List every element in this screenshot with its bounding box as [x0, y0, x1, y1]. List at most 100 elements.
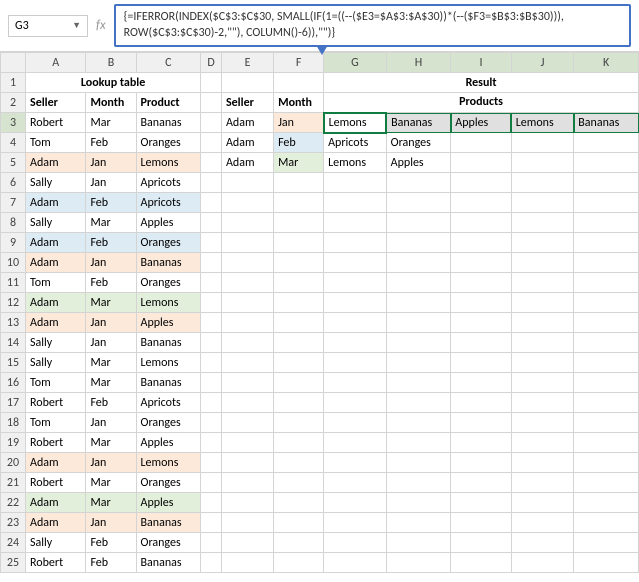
- cell-g20[interactable]: [324, 453, 387, 473]
- cell-d18[interactable]: [201, 413, 222, 433]
- cell-e10[interactable]: [221, 253, 273, 273]
- cell-h17[interactable]: [386, 393, 451, 413]
- cell-b9[interactable]: Feb: [86, 233, 136, 253]
- row-header-7[interactable]: 7: [1, 193, 26, 213]
- row-header-24[interactable]: 24: [1, 533, 26, 553]
- cell-g19[interactable]: [324, 433, 387, 453]
- row-header-4[interactable]: 4: [1, 133, 26, 153]
- cell-b21[interactable]: Mar: [86, 473, 136, 493]
- row-header-21[interactable]: 21: [1, 473, 26, 493]
- cell-b12[interactable]: Mar: [86, 293, 136, 313]
- row-header-19[interactable]: 19: [1, 433, 26, 453]
- cell-a8[interactable]: Sally: [26, 213, 86, 233]
- cell-g23[interactable]: [324, 513, 387, 533]
- cell-j24[interactable]: [511, 533, 574, 553]
- cell-a13[interactable]: Adam: [26, 313, 86, 333]
- cell-f3[interactable]: Jan: [274, 113, 324, 133]
- cell-i22[interactable]: [451, 493, 511, 513]
- row-header-13[interactable]: 13: [1, 313, 26, 333]
- cell-a24[interactable]: Sally: [26, 533, 86, 553]
- cell-e16[interactable]: [221, 373, 273, 393]
- row-header-6[interactable]: 6: [1, 173, 26, 193]
- cell-c18[interactable]: Oranges: [136, 413, 201, 433]
- cell-k10[interactable]: [574, 253, 639, 273]
- cell-k12[interactable]: [574, 293, 639, 313]
- cell-h5[interactable]: Apples: [386, 153, 451, 173]
- cell-b20[interactable]: Jan: [86, 453, 136, 473]
- fx-icon[interactable]: fx: [96, 18, 106, 33]
- cell-i19[interactable]: [451, 433, 511, 453]
- cell-a5[interactable]: Adam: [26, 153, 86, 173]
- cell-f11[interactable]: [274, 273, 324, 293]
- cell-i23[interactable]: [451, 513, 511, 533]
- cell-i3[interactable]: Apples: [451, 113, 511, 133]
- cell-e9[interactable]: [221, 233, 273, 253]
- cell-c25[interactable]: Bananas: [136, 553, 201, 573]
- cell-j4[interactable]: [511, 133, 574, 153]
- cell-c22[interactable]: Apples: [136, 493, 201, 513]
- cell-b8[interactable]: Mar: [86, 213, 136, 233]
- cell-j22[interactable]: [511, 493, 574, 513]
- cell-c12[interactable]: Lemons: [136, 293, 201, 313]
- cell-d6[interactable]: [201, 173, 222, 193]
- cell-a7[interactable]: Adam: [26, 193, 86, 213]
- cell-j18[interactable]: [511, 413, 574, 433]
- cell-e7[interactable]: [221, 193, 273, 213]
- cell-c4[interactable]: Oranges: [136, 133, 201, 153]
- cell-g9[interactable]: [324, 233, 387, 253]
- cell-d12[interactable]: [201, 293, 222, 313]
- cell-k11[interactable]: [574, 273, 639, 293]
- cell-c20[interactable]: Lemons: [136, 453, 201, 473]
- cell-d14[interactable]: [201, 333, 222, 353]
- cell-h15[interactable]: [386, 353, 451, 373]
- cell-i15[interactable]: [451, 353, 511, 373]
- cell-d9[interactable]: [201, 233, 222, 253]
- cell-j23[interactable]: [511, 513, 574, 533]
- cell-a21[interactable]: Robert: [26, 473, 86, 493]
- cell-g14[interactable]: [324, 333, 387, 353]
- cell-j9[interactable]: [511, 233, 574, 253]
- cell-g25[interactable]: [324, 553, 387, 573]
- cell-c21[interactable]: Oranges: [136, 473, 201, 493]
- cell-d19[interactable]: [201, 433, 222, 453]
- cell-j11[interactable]: [511, 273, 574, 293]
- cell-i25[interactable]: [451, 553, 511, 573]
- cell-g8[interactable]: [324, 213, 387, 233]
- cell-c17[interactable]: Apricots: [136, 393, 201, 413]
- cell-g16[interactable]: [324, 373, 387, 393]
- name-box[interactable]: G3 ▼: [8, 15, 88, 37]
- cell-a23[interactable]: Adam: [26, 513, 86, 533]
- cell-c8[interactable]: Apples: [136, 213, 201, 233]
- row-header-18[interactable]: 18: [1, 413, 26, 433]
- cell-h8[interactable]: [386, 213, 451, 233]
- cell-j5[interactable]: [511, 153, 574, 173]
- cell-h16[interactable]: [386, 373, 451, 393]
- cell-b17[interactable]: Feb: [86, 393, 136, 413]
- cell-f25[interactable]: [274, 553, 324, 573]
- row-header-23[interactable]: 23: [1, 513, 26, 533]
- cell-d16[interactable]: [201, 373, 222, 393]
- cell-e11[interactable]: [221, 273, 273, 293]
- cell-g18[interactable]: [324, 413, 387, 433]
- cell-k3[interactable]: Bananas: [574, 113, 639, 133]
- cell-g17[interactable]: [324, 393, 387, 413]
- cell-b4[interactable]: Feb: [86, 133, 136, 153]
- cell-f23[interactable]: [274, 513, 324, 533]
- cell-k24[interactable]: [574, 533, 639, 553]
- cell-i13[interactable]: [451, 313, 511, 333]
- cell-k14[interactable]: [574, 333, 639, 353]
- cell-h7[interactable]: [386, 193, 451, 213]
- cell-j10[interactable]: [511, 253, 574, 273]
- cell-b13[interactable]: Jan: [86, 313, 136, 333]
- cell-e25[interactable]: [221, 553, 273, 573]
- cell-g4[interactable]: Apricots: [324, 133, 387, 153]
- cell-i11[interactable]: [451, 273, 511, 293]
- cell-h25[interactable]: [386, 553, 451, 573]
- cell-e20[interactable]: [221, 453, 273, 473]
- cell-h13[interactable]: [386, 313, 451, 333]
- cell-b7[interactable]: Feb: [86, 193, 136, 213]
- cell-f7[interactable]: [274, 193, 324, 213]
- col-header-G[interactable]: G: [324, 53, 387, 73]
- cell-k8[interactable]: [574, 213, 639, 233]
- cell-i24[interactable]: [451, 533, 511, 553]
